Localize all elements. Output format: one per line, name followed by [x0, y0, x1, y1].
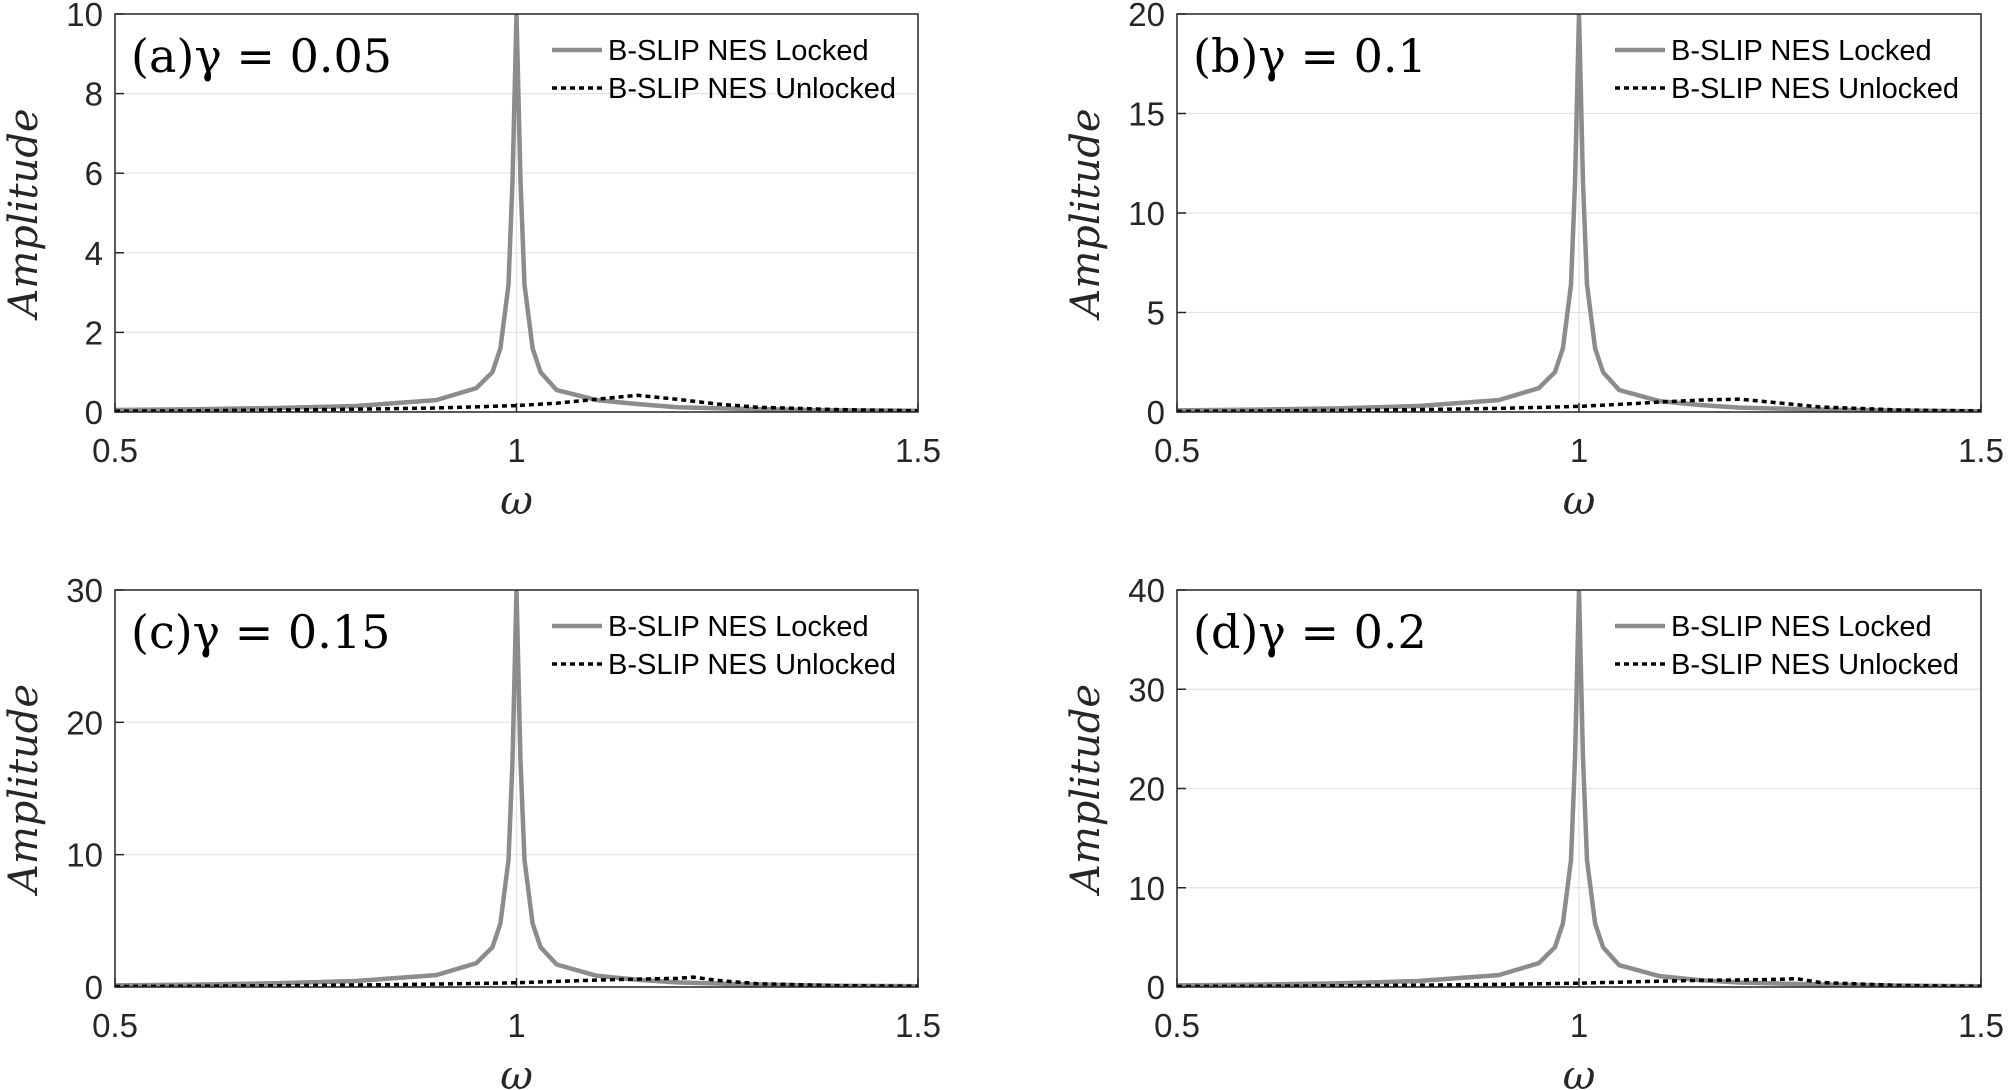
y-tick-label: 30: [66, 572, 103, 609]
y-tick-label: 8: [85, 76, 103, 113]
x-tick-label: 0.5: [92, 1007, 138, 1044]
legend-label: B-SLIP NES Locked: [608, 35, 869, 67]
x-tick-label: 1.5: [1958, 432, 2004, 469]
x-tick-label: 1: [507, 1007, 525, 1044]
y-tick-label: 4: [85, 235, 103, 272]
panel-title: (d)γ = 0.2: [1193, 605, 1427, 659]
x-tick-label: 1: [507, 432, 525, 469]
series-line-locked: [115, 14, 918, 412]
x-tick-label: 1: [1570, 1007, 1588, 1044]
legend-label: B-SLIP NES Locked: [1671, 35, 1932, 67]
x-axis-label: ω: [500, 478, 533, 524]
y-tick-label: 20: [1128, 771, 1165, 808]
y-tick-label: 2: [85, 314, 103, 351]
axes-box: [114, 589, 919, 988]
y-axis-label: Amplitude: [1063, 108, 1109, 321]
x-tick-label: 1.5: [1958, 1007, 2004, 1044]
y-axis-label: Amplitude: [1, 684, 47, 897]
legend-label: B-SLIP NES Locked: [1671, 611, 1932, 643]
axes-box: [1176, 589, 1982, 988]
y-tick-label: 10: [66, 837, 103, 874]
y-tick-label: 0: [1147, 969, 1165, 1006]
x-axis-label: ω: [1563, 1053, 1596, 1090]
y-axis-label: Amplitude: [1063, 684, 1109, 897]
legend-label: B-SLIP NES Locked: [608, 611, 869, 643]
series-line-locked: [115, 590, 918, 987]
x-tick-label: 0.5: [1154, 1007, 1200, 1044]
x-tick-label: 0.5: [92, 432, 138, 469]
series-line-locked: [1177, 14, 1981, 412]
axes-box: [114, 13, 919, 413]
y-tick-label: 5: [1147, 295, 1165, 332]
series-line-unlocked: [115, 393, 918, 412]
panel-title: (c)γ = 0.15: [131, 605, 390, 659]
x-axis-label: ω: [500, 1053, 533, 1090]
y-tick-label: 10: [1128, 870, 1165, 907]
chart-panel-3: 0 10 20 30 0.5 1 1.5 (c)γ = 0.15 ω Amplitude B-SLI…: [1, 572, 941, 1090]
legend-label: B-SLIP NES Unlocked: [608, 649, 896, 681]
y-axis-label: Amplitude: [1, 108, 47, 321]
x-tick-label: 1: [1570, 432, 1588, 469]
legend-label: B-SLIP NES Unlocked: [1671, 649, 1959, 681]
y-tick-label: 15: [1128, 96, 1165, 133]
series-line-unlocked: [1177, 397, 1981, 412]
chart-panel-2: 0 5 10 15 20 0.5 1 1.5 (b)γ = 0.1 ω Amplitude B-SLI…: [1063, 0, 2004, 524]
x-tick-label: 0.5: [1154, 432, 1200, 469]
legend-label: B-SLIP NES Unlocked: [1671, 73, 1959, 105]
y-tick-label: 10: [66, 0, 103, 33]
chart-panel-4: 0 10 20 30 40 0.5 1 1.5 (d)γ = 0.2 ω Amplitude B-SL…: [1063, 572, 2004, 1090]
y-tick-label: 40: [1128, 572, 1165, 609]
series-line-unlocked: [115, 975, 918, 987]
y-tick-label: 20: [1128, 0, 1165, 33]
x-tick-label: 1.5: [895, 432, 941, 469]
y-tick-label: 0: [85, 394, 103, 431]
y-tick-label: 30: [1128, 671, 1165, 708]
panel-title: (a)γ = 0.05: [131, 29, 392, 83]
y-tick-label: 0: [1147, 394, 1165, 431]
axes-box: [1176, 13, 1982, 413]
y-tick-label: 6: [85, 155, 103, 192]
x-axis-label: ω: [1563, 478, 1596, 524]
legend-label: B-SLIP NES Unlocked: [608, 73, 896, 105]
y-tick-label: 20: [66, 704, 103, 741]
y-tick-label: 10: [1128, 195, 1165, 232]
chart-panel-1: 0 2 4 6 8 10 0.5 1 1.5 (a)γ = 0.05 ω Amplitude B-SLI…: [1, 0, 941, 524]
panel-title: (b)γ = 0.1: [1193, 29, 1427, 83]
y-tick-label: 0: [85, 969, 103, 1006]
x-tick-label: 1.5: [895, 1007, 941, 1044]
